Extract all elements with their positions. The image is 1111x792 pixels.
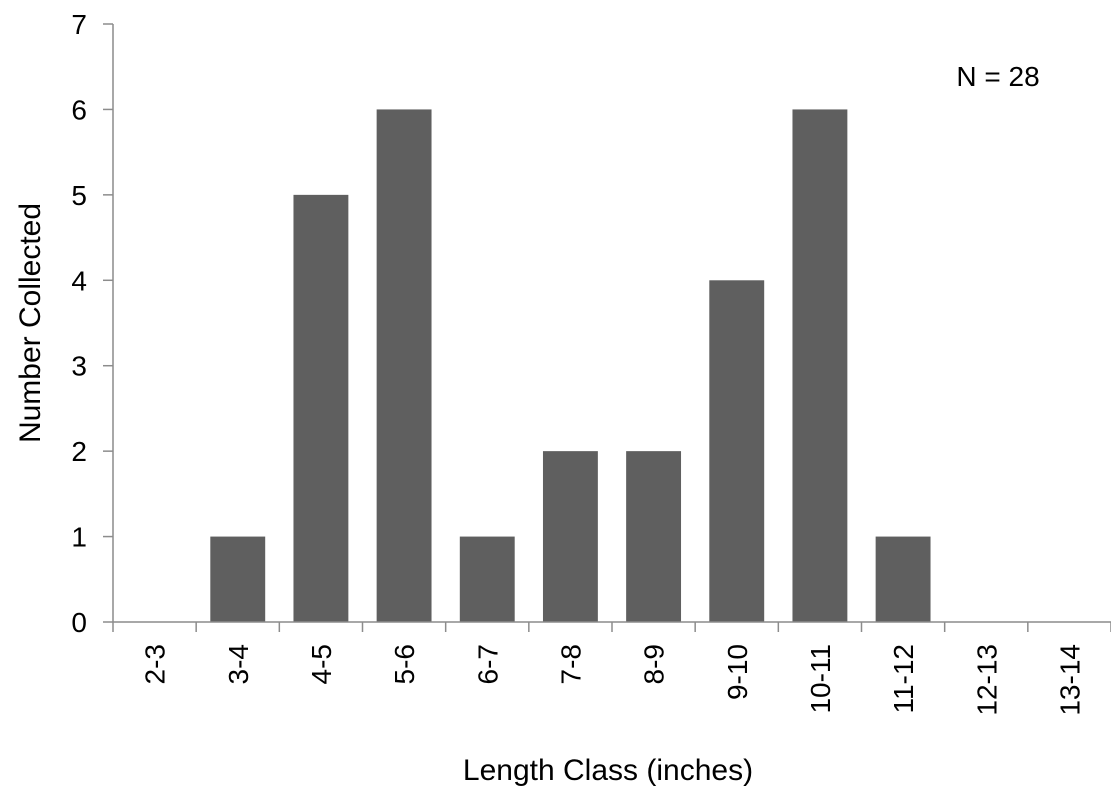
x-tick-label: 2-3 — [140, 644, 171, 684]
sample-size-annotation: N = 28 — [956, 61, 1039, 92]
y-tick-label: 7 — [71, 9, 87, 40]
bar-5-6 — [376, 109, 432, 623]
y-tick-label: 6 — [71, 94, 87, 125]
x-tick-label: 11-12 — [888, 644, 919, 714]
bar-6-7 — [459, 536, 515, 622]
x-tick-label: 13-14 — [1054, 644, 1085, 716]
x-tick-label: 4-5 — [306, 644, 337, 684]
bar-3-4 — [210, 536, 266, 622]
y-axis-ticks: 0 1 2 3 4 5 6 7 — [71, 9, 113, 638]
bar-8-9 — [626, 451, 682, 622]
bar-10-11 — [792, 109, 848, 623]
x-tick-label: 10-11 — [805, 644, 836, 714]
x-tick-label: 12-13 — [971, 644, 1002, 716]
bar-4-5 — [293, 194, 349, 623]
y-axis-title: Number Collected — [14, 203, 47, 443]
bar-7-8 — [542, 451, 598, 622]
x-axis-title: Length Class (inches) — [463, 754, 753, 787]
x-tick-label: 3-4 — [223, 644, 254, 684]
x-tick-label: 6-7 — [472, 644, 503, 684]
y-tick-label: 2 — [71, 436, 87, 467]
y-tick-label: 5 — [71, 180, 87, 211]
y-tick-label: 0 — [71, 607, 87, 638]
bar-11-12 — [875, 536, 931, 622]
y-tick-label: 1 — [71, 522, 87, 553]
bars-group — [210, 109, 931, 623]
bar-9-10 — [709, 280, 765, 622]
x-tick-label: 9-10 — [722, 644, 753, 700]
y-tick-label: 3 — [71, 351, 87, 382]
x-axis-ticks: 2-3 3-4 4-5 5-6 6-7 7-8 8-9 9-10 10-11 11-12 12-13… — [112, 622, 1111, 716]
y-tick-label: 4 — [71, 265, 87, 296]
x-tick-label: 7-8 — [555, 644, 586, 684]
x-tick-label: 5-6 — [389, 644, 420, 684]
x-tick-label: 8-9 — [639, 644, 670, 684]
